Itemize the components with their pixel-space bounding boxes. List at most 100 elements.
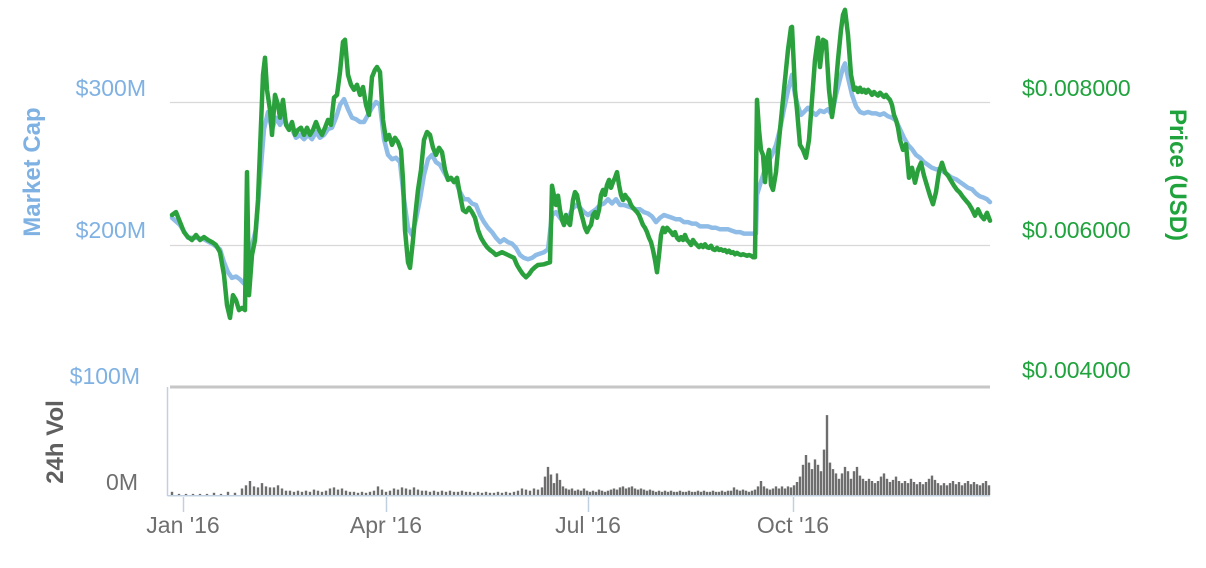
volume-bar xyxy=(867,478,871,495)
volume-bar xyxy=(600,490,604,495)
volume-bar xyxy=(963,483,967,495)
x-tick-jan16: Jan '16 xyxy=(146,512,220,538)
x-tick-jul16: Jul '16 xyxy=(555,512,621,538)
volume-bar xyxy=(948,483,952,495)
volume-bar xyxy=(320,491,324,495)
volume-bar xyxy=(945,485,949,495)
volume-bar xyxy=(372,490,376,495)
volume-bar xyxy=(705,491,709,495)
volume-bar xyxy=(882,473,886,495)
volume-bar xyxy=(819,471,823,495)
volume-bar xyxy=(681,491,685,495)
volume-bar xyxy=(933,479,937,495)
volume-bar xyxy=(654,491,658,495)
volume-bar xyxy=(264,486,268,495)
volume-bar xyxy=(693,491,697,495)
volume-bar xyxy=(492,492,496,495)
volume-bar xyxy=(524,489,528,495)
volume-bar xyxy=(765,488,769,495)
volume-bar xyxy=(825,415,829,495)
volume-bar xyxy=(633,488,637,495)
volume-bar xyxy=(885,478,889,495)
volume-bar xyxy=(603,491,607,495)
volume-bar xyxy=(392,488,396,495)
volume-bar xyxy=(564,488,568,495)
price-tick-0008: $0.008000 xyxy=(1022,75,1131,101)
volume-bar xyxy=(630,486,634,495)
volume-bar xyxy=(606,490,610,495)
volume-bar xyxy=(356,492,360,495)
volume-bar xyxy=(205,493,209,495)
volume-bar xyxy=(324,490,328,495)
volume-bar xyxy=(870,481,874,495)
volume-bar xyxy=(460,490,464,495)
volume-bar xyxy=(472,492,476,495)
volume-bar xyxy=(428,491,432,495)
volume-bar xyxy=(177,493,181,495)
volume-bar xyxy=(368,491,372,495)
volume-bar xyxy=(336,489,340,495)
volume-bar xyxy=(753,489,757,495)
volume-bar xyxy=(480,492,484,495)
volume-bar xyxy=(591,490,595,495)
volume-bar xyxy=(615,489,619,495)
volume-bar xyxy=(720,490,724,495)
volume-bar xyxy=(452,491,456,495)
volume-bar xyxy=(678,490,682,495)
market-cap-line[interactable] xyxy=(169,61,993,286)
volume-bars[interactable] xyxy=(170,415,991,495)
volume-bar xyxy=(795,482,799,495)
volume-bar xyxy=(332,487,336,495)
volume-bar xyxy=(699,491,703,495)
volume-bar xyxy=(726,490,730,495)
volume-bar xyxy=(268,487,272,495)
volume-bar xyxy=(570,488,574,495)
volume-bar xyxy=(849,478,853,495)
volume-bar xyxy=(219,493,223,495)
volume-bar xyxy=(618,487,622,495)
volume-bar xyxy=(233,492,237,495)
volume-bar xyxy=(831,469,835,495)
volume-bar xyxy=(942,483,946,495)
volume-bar xyxy=(696,490,700,495)
volume-bar xyxy=(921,484,925,495)
price-tick-0004: $0.004000 xyxy=(1022,357,1131,383)
volume-bar xyxy=(915,484,919,495)
volume-bar xyxy=(496,491,500,495)
volume-bar xyxy=(543,476,547,495)
volume-bar xyxy=(516,490,520,495)
volume-bar xyxy=(579,490,583,495)
volume-bar xyxy=(801,464,805,495)
volume-bar xyxy=(520,488,524,495)
volume-bar xyxy=(272,487,276,495)
volume-bar xyxy=(846,471,850,495)
volume-bar xyxy=(304,490,308,495)
volume-bar xyxy=(837,478,841,495)
market-cap-tick-300m: $300M xyxy=(75,75,146,101)
volume-bar xyxy=(741,489,745,495)
volume-bar xyxy=(484,491,488,495)
volume-bar xyxy=(424,490,428,495)
volume-bar xyxy=(621,486,625,495)
volume-bar xyxy=(969,484,973,495)
volume-bar xyxy=(340,488,344,495)
volume-bar xyxy=(288,490,292,495)
volume-bar xyxy=(861,478,865,495)
volume-bar xyxy=(855,466,859,495)
volume-bar xyxy=(723,491,727,495)
volume-bar xyxy=(828,462,832,495)
volume-bar xyxy=(954,484,958,495)
volume-bar xyxy=(645,490,649,495)
volume-bar xyxy=(906,483,910,495)
volume-bar xyxy=(508,492,512,495)
volume-bar xyxy=(594,491,598,495)
volume-tick-0m: 0M xyxy=(106,469,138,495)
volume-bar xyxy=(540,487,544,495)
x-tick-oct16: Oct '16 xyxy=(756,512,830,538)
volume-bar xyxy=(567,489,571,495)
volume-bar xyxy=(558,479,562,495)
price-line[interactable] xyxy=(169,7,993,321)
volume-bar xyxy=(648,489,652,495)
